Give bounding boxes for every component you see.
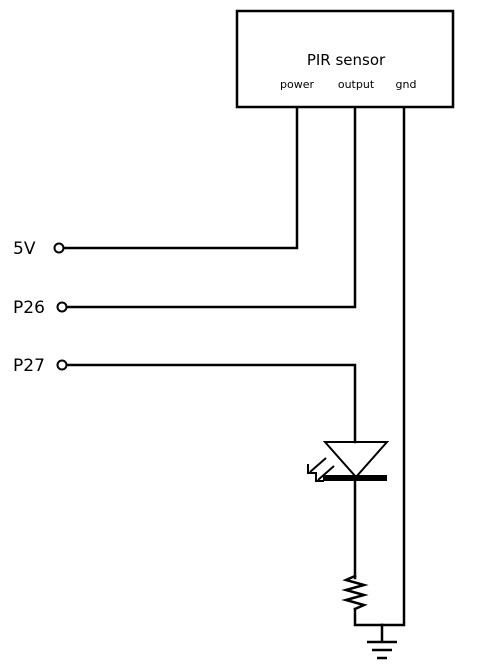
wire-power <box>63 106 299 250</box>
pin-label-power: power <box>280 78 314 91</box>
wire-resistor-ground <box>353 607 384 627</box>
wire-output <box>63 106 357 309</box>
pin-label-output: output <box>338 78 375 91</box>
led-light-arrows-icon <box>307 457 335 482</box>
terminal-p27-label: P27 <box>13 356 45 376</box>
led-triangle <box>322 441 390 479</box>
pir-sensor-title: PIR sensor <box>307 51 386 69</box>
terminal-p26-label: P26 <box>13 298 45 318</box>
resistor-symbol <box>341 574 369 611</box>
terminal-p27-connector <box>56 359 68 371</box>
wire-p27 <box>63 363 357 444</box>
pir-sensor: PIR sensor power output gnd <box>235 9 455 109</box>
pin-label-gnd: gnd <box>396 78 417 91</box>
terminal-5v-label: 5V <box>13 239 36 259</box>
led-symbol <box>307 441 390 482</box>
terminal-p26-connector <box>56 301 68 313</box>
terminal-p26: P26 <box>13 298 68 318</box>
pir-sensor-box <box>235 9 455 109</box>
terminal-p27: P27 <box>13 356 68 376</box>
wire-gnd <box>380 106 406 627</box>
terminal-5v-connector <box>53 242 65 254</box>
ground-symbol <box>367 623 397 660</box>
terminal-5v: 5V <box>13 239 65 259</box>
